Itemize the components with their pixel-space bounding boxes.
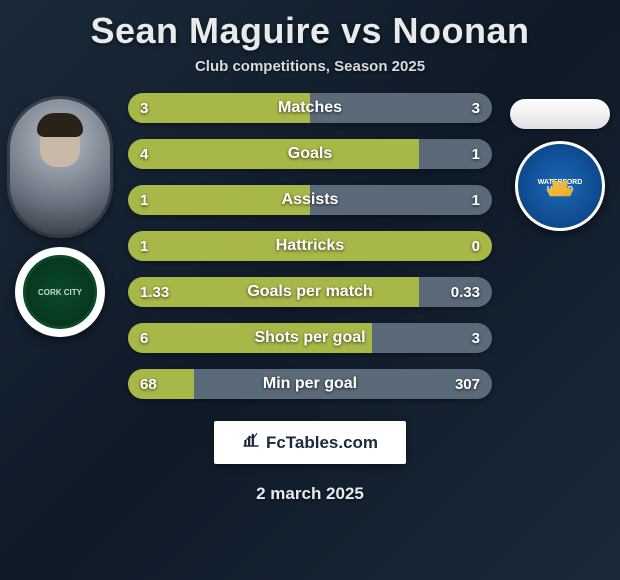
- left-club-name: CORK CITY: [23, 255, 97, 329]
- brand-text: FcTables.com: [266, 433, 378, 453]
- stat-label: Shots per goal: [128, 329, 492, 347]
- right-club-name: WATERFORD UNITED: [525, 151, 595, 221]
- brand-badge[interactable]: FcTables.com: [214, 421, 406, 464]
- page-title: Sean Maguire vs Noonan: [90, 10, 529, 52]
- stats-panel: 33Matches 41Goals 11Assists 10Hattricks 1.33…: [120, 93, 500, 399]
- right-side: WATERFORD UNITED: [500, 93, 620, 231]
- stat-label: Assists: [128, 191, 492, 209]
- chart-icon: [242, 431, 260, 454]
- right-club-badge: WATERFORD UNITED: [515, 141, 605, 231]
- date-label: 2 march 2025: [256, 484, 364, 504]
- stat-row: 33Matches: [128, 93, 492, 123]
- stat-row: 10Hattricks: [128, 231, 492, 261]
- stat-row: 63Shots per goal: [128, 323, 492, 353]
- comparison-card: Sean Maguire vs Noonan Club competitions…: [0, 0, 620, 580]
- left-player-avatar: [10, 99, 110, 235]
- stat-row: 1.330.33Goals per match: [128, 277, 492, 307]
- right-player-avatar: [510, 99, 610, 129]
- left-side: CORK CITY: [0, 93, 120, 337]
- subtitle: Club competitions, Season 2025: [195, 58, 425, 75]
- stat-row: 11Assists: [128, 185, 492, 215]
- stat-row: 41Goals: [128, 139, 492, 169]
- stat-label: Min per goal: [128, 375, 492, 393]
- stat-row: 68307Min per goal: [128, 369, 492, 399]
- stat-label: Matches: [128, 99, 492, 117]
- main-row: CORK CITY 33Matches 41Goals 11Assists 10Hat…: [0, 93, 620, 399]
- left-club-badge: CORK CITY: [15, 247, 105, 337]
- stat-label: Goals per match: [128, 283, 492, 301]
- stat-label: Hattricks: [128, 237, 492, 255]
- stat-label: Goals: [128, 145, 492, 163]
